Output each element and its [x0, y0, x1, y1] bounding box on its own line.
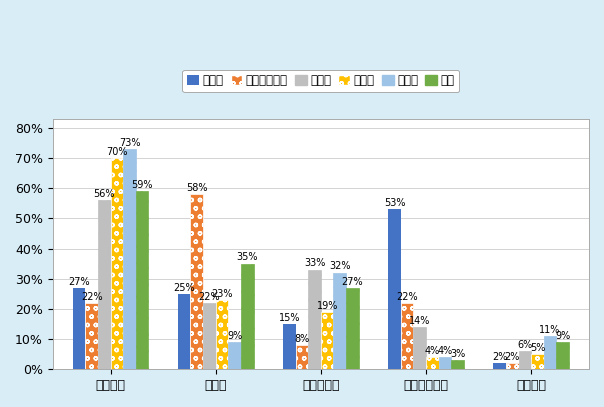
Text: 59%: 59%: [131, 180, 153, 190]
Bar: [283, 324, 295, 369]
Bar: [216, 300, 228, 369]
Text: 25%: 25%: [173, 282, 195, 293]
Bar: [531, 354, 544, 369]
Bar: [308, 270, 321, 369]
Bar: [98, 200, 111, 369]
Text: 6%: 6%: [517, 340, 533, 350]
Bar: [228, 342, 241, 369]
Text: 4%: 4%: [437, 346, 452, 356]
Text: 4%: 4%: [425, 346, 440, 356]
Bar: [111, 158, 123, 369]
Text: 53%: 53%: [384, 198, 405, 208]
Bar: [123, 149, 136, 369]
Text: 22%: 22%: [81, 292, 103, 302]
Bar: [413, 327, 426, 369]
Text: 2%: 2%: [504, 352, 520, 362]
Text: 70%: 70%: [106, 147, 127, 157]
Text: 22%: 22%: [396, 292, 418, 302]
Bar: [388, 209, 401, 369]
Bar: [346, 288, 359, 369]
Bar: [321, 312, 333, 369]
Text: 27%: 27%: [68, 277, 90, 287]
Bar: [493, 363, 506, 369]
Text: 56%: 56%: [94, 189, 115, 199]
Text: 2%: 2%: [492, 352, 507, 362]
Bar: [544, 336, 556, 369]
Bar: [556, 342, 569, 369]
Text: 14%: 14%: [409, 316, 431, 326]
Text: 23%: 23%: [211, 289, 233, 299]
Text: 8%: 8%: [294, 334, 310, 344]
Text: 3%: 3%: [450, 349, 465, 359]
Bar: [178, 294, 190, 369]
Bar: [401, 303, 413, 369]
Bar: [72, 288, 85, 369]
Bar: [333, 273, 346, 369]
Bar: [295, 345, 308, 369]
Text: 11%: 11%: [539, 325, 561, 335]
Bar: [85, 303, 98, 369]
Text: 33%: 33%: [304, 258, 325, 269]
Bar: [439, 357, 451, 369]
Text: 9%: 9%: [227, 331, 242, 341]
Text: 19%: 19%: [316, 301, 338, 311]
Text: 35%: 35%: [237, 252, 258, 263]
Text: 73%: 73%: [119, 138, 140, 148]
Text: 32%: 32%: [329, 261, 350, 271]
Bar: [506, 363, 519, 369]
Legend: 経済的, 環境に優しい, 実用的, 安全性, 快適さ, 速さ: 経済的, 環境に優しい, 実用的, 安全性, 快適さ, 速さ: [182, 70, 459, 92]
Text: 58%: 58%: [186, 183, 208, 193]
Bar: [203, 303, 216, 369]
Text: 5%: 5%: [530, 343, 545, 353]
Bar: [241, 264, 254, 369]
Bar: [190, 194, 203, 369]
Text: 15%: 15%: [278, 313, 300, 323]
Text: 22%: 22%: [199, 292, 220, 302]
Bar: [451, 360, 464, 369]
Bar: [519, 351, 531, 369]
Text: 27%: 27%: [342, 277, 363, 287]
Bar: [426, 357, 439, 369]
Bar: [136, 191, 149, 369]
Text: 9%: 9%: [555, 331, 570, 341]
